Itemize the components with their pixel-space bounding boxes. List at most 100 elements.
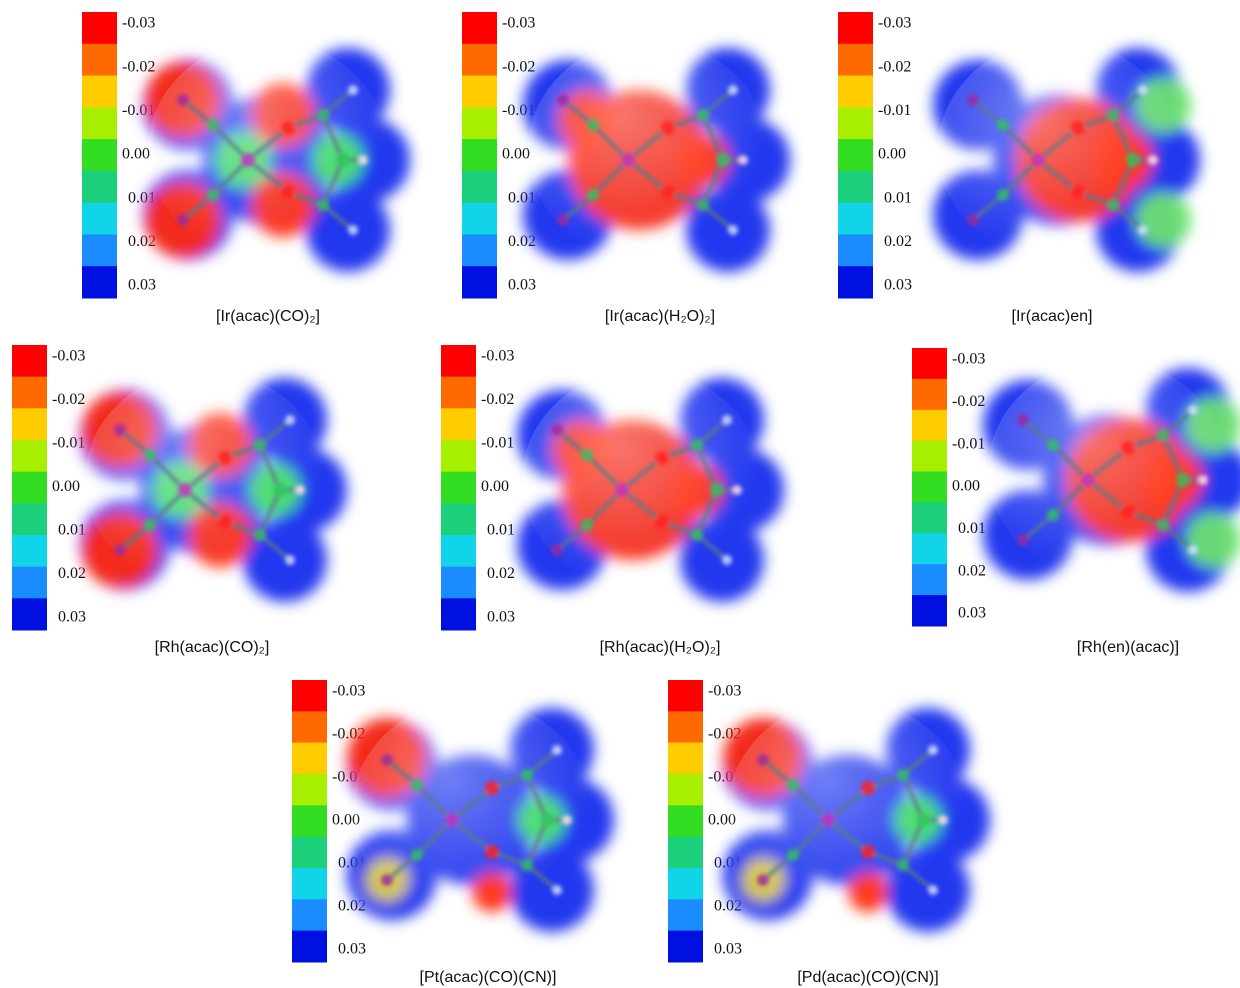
- potential-map: [517, 370, 784, 602]
- bond: [1161, 479, 1185, 526]
- bond: [761, 758, 795, 787]
- colorbar-tick-label: -0.02: [122, 58, 155, 75]
- bond: [1086, 446, 1130, 482]
- bond: [620, 456, 664, 492]
- bond: [321, 88, 355, 117]
- bond: [561, 98, 595, 127]
- bond: [901, 863, 935, 892]
- bond: [761, 853, 795, 882]
- colorbar-tick-label: 0.01: [958, 520, 986, 537]
- bond: [525, 774, 549, 821]
- atom: [861, 845, 875, 859]
- colorbar-tick-label: 0.03: [958, 605, 986, 622]
- panel-label: [Rh(acac)(H₂O)₂]: [600, 639, 721, 656]
- bond: [183, 456, 227, 492]
- panel: -0.03 -0.02 -0.01 0.00 0.01 0.02 0.03 [Rh(acac)…: [12, 345, 347, 656]
- bond: [258, 444, 282, 491]
- colorbar-band: [668, 836, 703, 869]
- colorbar-band: [82, 107, 117, 140]
- bond: [1161, 408, 1195, 437]
- bond: [148, 453, 187, 492]
- colorbar-band: [82, 43, 117, 77]
- atom: [114, 544, 126, 556]
- atom: [317, 199, 329, 211]
- atom: [285, 415, 295, 425]
- bond: [701, 203, 735, 232]
- atom: [411, 849, 423, 861]
- colorbar-band: [12, 598, 47, 631]
- atom: [1188, 545, 1198, 555]
- colorbar-band: [668, 711, 703, 744]
- colorbar-band: [462, 12, 497, 45]
- colorbar-band: [292, 836, 327, 869]
- panel: -0.03 -0.02 -0.01 0.00 0.01 0.02 0.03 [Ir(acac)…: [838, 12, 1200, 325]
- atom: [897, 769, 909, 781]
- bond: [181, 193, 215, 222]
- panel-label: [Ir(acac)en]: [1012, 308, 1093, 325]
- atom: [1081, 473, 1095, 487]
- bond: [1111, 114, 1135, 161]
- colorbar-band: [838, 43, 873, 77]
- colorbar-band: [838, 139, 873, 172]
- colorbar-tick-label: -0.02: [878, 58, 911, 75]
- atom: [114, 424, 126, 436]
- colorbar-tick-label: -0.03: [332, 683, 365, 700]
- colorbar-tick-label: 0.00: [122, 146, 150, 163]
- bond: [525, 819, 549, 866]
- molecule: [381, 745, 572, 895]
- colorbar-tick-label: 0.00: [481, 478, 509, 495]
- atom: [521, 769, 533, 781]
- atom: [581, 449, 593, 461]
- atom: [144, 449, 156, 461]
- atom: [557, 214, 569, 226]
- atom: [336, 153, 350, 167]
- atom: [1121, 505, 1135, 519]
- colorbar-tick-label: -0.03: [122, 15, 155, 32]
- atom: [710, 483, 724, 497]
- atom: [661, 185, 675, 199]
- bond: [258, 533, 292, 562]
- atom: [177, 94, 189, 106]
- colorbar-band: [462, 43, 497, 77]
- bond: [385, 853, 419, 882]
- colorbar-band: [668, 805, 703, 838]
- bond: [561, 193, 595, 222]
- bond: [1001, 158, 1040, 197]
- atom: [358, 155, 368, 165]
- colorbar-tick-label: 0.01: [487, 522, 515, 539]
- bond: [585, 488, 624, 527]
- bond: [450, 786, 494, 822]
- atom: [716, 153, 730, 167]
- atom: [445, 813, 459, 827]
- colorbar-band: [838, 107, 873, 140]
- bond: [1086, 478, 1130, 514]
- colorbar-band: [912, 533, 947, 565]
- atom: [241, 153, 255, 167]
- atom: [757, 874, 769, 886]
- colorbar-band: [292, 899, 327, 932]
- bond: [701, 159, 725, 206]
- colorbar-tick-label: 0.03: [508, 277, 536, 294]
- atom: [281, 121, 295, 135]
- colorbar-tick-label: 0.03: [884, 277, 912, 294]
- atom: [587, 119, 599, 131]
- colorbar: -0.03-0.02-0.010.000.010.020.03: [82, 12, 156, 299]
- colorbar-band: [441, 566, 476, 599]
- molecule: [557, 85, 748, 235]
- bond: [1021, 418, 1055, 447]
- atom: [254, 529, 266, 541]
- atom: [1031, 153, 1045, 167]
- colorbar-band: [441, 503, 476, 536]
- potential-map: [523, 40, 790, 272]
- colorbar-band: [12, 376, 47, 409]
- atom: [218, 515, 232, 529]
- colorbar-band: [12, 345, 47, 378]
- bond: [826, 818, 870, 854]
- colorbar-tick-label: -0.02: [952, 393, 985, 410]
- colorbar-band: [292, 711, 327, 744]
- colorbar-band: [441, 408, 476, 441]
- colorbar-tick-label: -0.01: [878, 102, 911, 119]
- bond: [246, 158, 290, 194]
- colorbar-tick-label: 0.03: [128, 277, 156, 294]
- atom: [787, 779, 799, 791]
